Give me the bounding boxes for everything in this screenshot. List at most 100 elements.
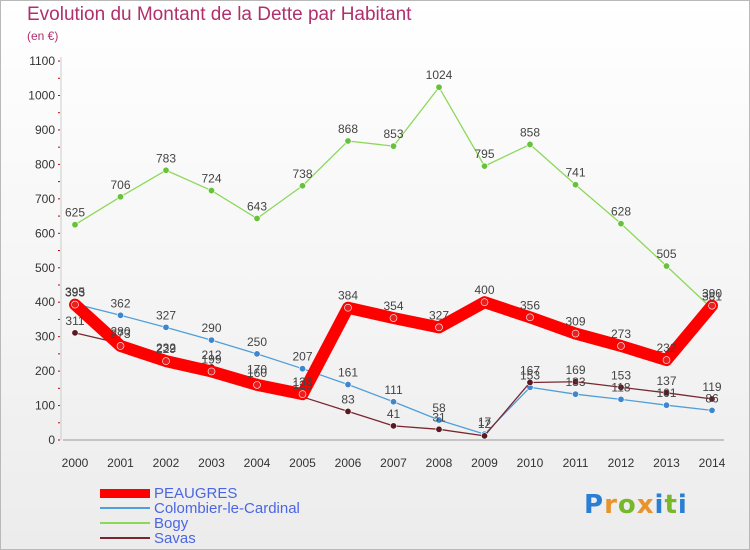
data-point xyxy=(71,221,79,229)
data-point xyxy=(708,406,716,414)
data-point xyxy=(480,432,488,440)
data-label: 280 xyxy=(110,325,130,339)
data-label: 309 xyxy=(565,315,585,329)
data-point xyxy=(344,303,352,312)
x-tick-label: 2007 xyxy=(380,456,407,470)
data-label: 153 xyxy=(520,368,540,382)
legend-swatch xyxy=(100,522,150,524)
x-tick-label: 2002 xyxy=(153,456,180,470)
data-label: 858 xyxy=(520,125,540,139)
logo-letter: i xyxy=(654,490,665,520)
data-label: 58 xyxy=(432,401,446,415)
data-label: 706 xyxy=(110,178,130,192)
logo-letter: P xyxy=(584,490,605,520)
data-label: 119 xyxy=(702,380,721,394)
data-point xyxy=(435,416,443,424)
data-label: 101 xyxy=(656,386,676,400)
logo-letter: t xyxy=(664,490,678,520)
data-point xyxy=(116,342,125,350)
data-point xyxy=(208,187,216,195)
data-label: 356 xyxy=(520,298,540,312)
data-point xyxy=(162,357,170,365)
x-tick-label: 2008 xyxy=(426,456,453,470)
data-point xyxy=(662,262,670,270)
data-point xyxy=(162,166,170,174)
data-label: 125 xyxy=(292,378,312,392)
data-point xyxy=(344,407,352,415)
data-point xyxy=(617,342,625,350)
proxiti-logo: Proxiti xyxy=(584,490,688,520)
data-label: 170 xyxy=(247,362,267,376)
data-label: 853 xyxy=(383,127,403,141)
data-point xyxy=(207,367,216,376)
data-label: 232 xyxy=(656,341,676,355)
data-point xyxy=(662,389,670,397)
data-point xyxy=(617,220,625,228)
data-label: 167 xyxy=(520,363,540,377)
y-tick-label: 100 xyxy=(35,399,55,413)
x-tick-label: 2006 xyxy=(335,456,362,470)
logo-letter: o xyxy=(617,490,637,520)
x-tick-label: 2001 xyxy=(107,456,134,470)
data-label: 628 xyxy=(611,205,631,219)
data-point xyxy=(344,381,352,389)
data-label: 212 xyxy=(201,348,221,362)
data-label: 390 xyxy=(702,287,722,301)
data-label: 153 xyxy=(611,368,631,382)
data-label: 17 xyxy=(478,415,492,429)
data-label: 31 xyxy=(432,410,446,424)
legend-swatch xyxy=(100,537,150,539)
data-label: 505 xyxy=(656,247,676,261)
data-label: 86 xyxy=(705,391,719,405)
data-point xyxy=(617,395,625,403)
data-label: 273 xyxy=(110,327,130,341)
data-point xyxy=(435,323,443,332)
legend-label: PEAUGRES xyxy=(154,485,238,502)
data-point xyxy=(344,137,352,145)
data-label: 1024 xyxy=(426,68,453,82)
chart-subtitle: (en €) xyxy=(27,29,59,43)
chart-title: Evolution du Montant de la Dette par Hab… xyxy=(27,4,412,25)
x-tick-label: 2005 xyxy=(289,456,316,470)
data-point xyxy=(617,383,625,391)
data-label: 229 xyxy=(156,342,176,356)
data-label: 381 xyxy=(702,290,722,304)
data-label: 290 xyxy=(201,321,221,335)
data-label: 327 xyxy=(429,308,449,322)
data-label: 362 xyxy=(110,296,130,310)
data-point xyxy=(526,140,534,148)
data-label: 741 xyxy=(565,166,585,180)
x-tick-label: 2003 xyxy=(198,456,225,470)
data-label: 207 xyxy=(292,350,312,364)
legend-label: Savas xyxy=(154,530,196,547)
x-tick-label: 2012 xyxy=(608,456,635,470)
data-label: 161 xyxy=(338,366,358,380)
data-point xyxy=(71,329,79,337)
data-label: 738 xyxy=(292,167,312,181)
data-point xyxy=(298,182,306,190)
y-tick-label: 200 xyxy=(35,364,55,378)
data-point xyxy=(71,300,79,309)
y-tick-label: 1100 xyxy=(29,54,55,68)
data-label: 12 xyxy=(478,417,492,431)
x-tick-label: 2014 xyxy=(699,456,726,470)
data-label: 111 xyxy=(384,383,403,397)
data-label: 273 xyxy=(611,327,631,341)
data-point xyxy=(253,350,261,358)
data-point xyxy=(571,329,580,338)
data-point xyxy=(571,390,579,398)
data-point xyxy=(162,323,170,331)
y-tick-label: 1000 xyxy=(28,89,55,103)
data-point xyxy=(389,314,398,322)
data-point xyxy=(253,381,261,389)
y-tick-label: 500 xyxy=(35,261,55,275)
data-point xyxy=(435,425,443,433)
legend-swatch xyxy=(100,489,150,498)
data-label: 868 xyxy=(338,122,358,136)
data-point xyxy=(571,181,579,189)
data-label: 643 xyxy=(247,199,267,213)
data-point xyxy=(298,365,306,373)
logo-letter: r xyxy=(604,490,618,520)
